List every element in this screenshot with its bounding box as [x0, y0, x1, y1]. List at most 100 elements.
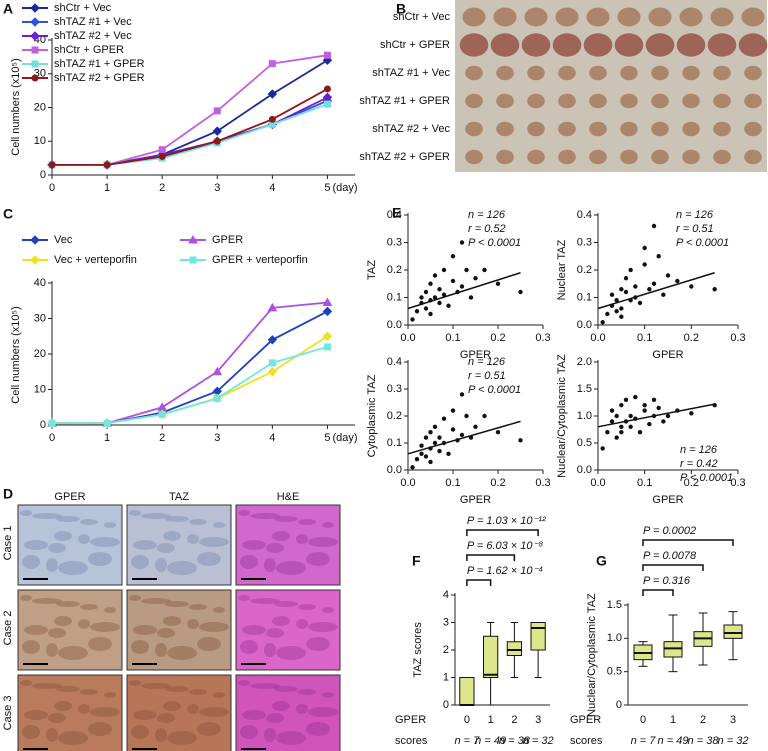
data-point [322, 331, 333, 341]
tissue-texture [264, 643, 276, 657]
annotation: n = 126 [676, 209, 714, 221]
panel-letter: A [3, 1, 13, 17]
tissue-texture [131, 725, 149, 739]
tissue-texture [88, 722, 112, 736]
data-point [651, 223, 657, 229]
y-tick-label: 0.4 [387, 209, 402, 221]
x-tick-label: 4 [269, 182, 275, 194]
tissue-texture [157, 628, 175, 638]
tissue-texture [199, 622, 229, 632]
row-label: Case 1 [2, 526, 14, 561]
data-point [213, 137, 221, 145]
y-tick-label: 0.3 [387, 236, 402, 248]
tissue-texture [250, 513, 280, 519]
data-point [600, 320, 605, 325]
tumor [682, 121, 700, 137]
series-line [52, 346, 328, 425]
data-point [642, 403, 647, 408]
y-axis-label: Cell numbers (x10⁵) [10, 306, 22, 403]
data-point [459, 432, 465, 438]
tissue-texture [78, 704, 90, 714]
tumor [465, 149, 483, 165]
tumor [558, 149, 576, 165]
tissue-texture [54, 531, 72, 541]
tumor [558, 65, 576, 81]
data-point [637, 300, 643, 306]
legend-marker [30, 17, 40, 27]
tumor [465, 65, 483, 81]
legend-marker [31, 60, 39, 68]
tumor [493, 7, 517, 27]
box [459, 677, 475, 706]
tissue-texture [22, 640, 40, 654]
tissue-texture [298, 689, 316, 695]
tissue-texture [308, 537, 338, 547]
legend-marker [30, 235, 40, 245]
data-point [619, 287, 624, 292]
data-point [647, 287, 652, 292]
tumor [645, 33, 675, 57]
tissue-texture [155, 558, 167, 572]
tissue-texture [56, 686, 80, 692]
tumor [527, 93, 545, 109]
y-axis-label: TAZ scores [412, 622, 424, 678]
data-point [623, 289, 629, 295]
tissue-texture [276, 646, 306, 660]
data-point [642, 262, 647, 267]
x-axis-label: GPER [460, 349, 491, 361]
tissue-texture [266, 713, 284, 723]
tissue-texture [56, 601, 80, 607]
tissue-texture [274, 516, 298, 522]
y-axis-label: Cell numbers (x10⁵) [10, 58, 22, 155]
tissue-texture [133, 710, 157, 720]
tissue-texture [54, 616, 72, 626]
tumor [589, 121, 607, 137]
data-point [614, 435, 619, 440]
tumor [617, 7, 641, 27]
tissue-texture [24, 625, 48, 635]
column-label: TAZ [169, 491, 189, 503]
tissue-texture [80, 689, 98, 695]
photo-background [455, 0, 767, 172]
legend-marker [189, 256, 197, 264]
tissue-texture [266, 628, 284, 638]
tumor [589, 65, 607, 81]
row-label: shCtr + Vec [393, 11, 451, 23]
panel-letter: E [392, 205, 401, 221]
data-point [419, 295, 424, 300]
x-tick-label: 0.0 [590, 477, 605, 489]
x-axis-label: GPER [652, 494, 683, 506]
tissue-texture [213, 692, 225, 698]
data-point [322, 306, 333, 317]
data-point [464, 267, 469, 273]
tissue-texture [141, 683, 171, 689]
tissue-texture [322, 607, 334, 613]
tumor [744, 121, 762, 137]
tissue-texture [187, 534, 199, 544]
data-point [268, 60, 276, 68]
data-point [459, 392, 465, 397]
x-tick-label: 0.2 [684, 332, 699, 344]
tumor [713, 65, 731, 81]
series-line [52, 99, 328, 166]
annotation: P < 0.0001 [676, 237, 729, 249]
data-point [450, 427, 456, 432]
y-tick-label: 0 [40, 419, 46, 431]
x-tick-label: 2 [159, 432, 165, 444]
legend-marker [31, 74, 39, 82]
tissue-texture [165, 686, 189, 692]
data-point [432, 424, 438, 429]
tumor [620, 149, 638, 165]
data-point [495, 430, 501, 435]
data-point [628, 267, 633, 273]
y-tick-label: 1.0 [607, 632, 622, 644]
data-point [213, 394, 221, 402]
legend-marker [31, 46, 39, 54]
data-point [48, 161, 56, 169]
data-point [428, 311, 433, 317]
y-tick-label: 2 [443, 644, 449, 656]
data-point [450, 408, 456, 413]
annotation: r = 0.42 [680, 458, 718, 470]
x-tick-label: 0.3 [535, 332, 550, 344]
tumor [490, 33, 520, 57]
